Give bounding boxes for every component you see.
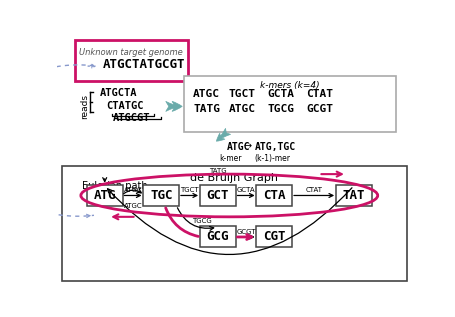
Text: TATG: TATG [208,168,226,174]
Text: GCTA: GCTA [267,89,293,99]
Text: GCT: GCT [206,189,228,202]
Text: ATGCTATGCGT: ATGCTATGCGT [103,58,185,71]
Text: ATG: ATG [93,189,116,202]
Text: ATGCTA: ATGCTA [100,88,137,98]
Text: de Bruijn Graph: de Bruijn Graph [189,173,277,183]
Text: ATGCGT: ATGCGT [112,113,150,123]
Text: GCGT: GCGT [305,104,333,114]
Text: ATG,TGC: ATG,TGC [254,142,295,152]
FancyBboxPatch shape [256,226,292,248]
Text: CTATGC: CTATGC [106,101,144,111]
Text: GCTA: GCTA [236,187,255,193]
Text: GCGT: GCGT [236,229,255,235]
Text: →: → [243,142,251,152]
Text: ATGC: ATGC [192,89,220,99]
FancyBboxPatch shape [199,226,235,248]
FancyBboxPatch shape [199,185,235,206]
Text: ATGC: ATGC [123,203,142,209]
FancyBboxPatch shape [335,185,371,206]
Text: TGCG: TGCG [267,104,293,114]
Text: TGCT: TGCT [228,89,255,99]
FancyBboxPatch shape [184,76,395,132]
Text: ATGC: ATGC [123,187,142,193]
Text: GCG: GCG [206,230,228,243]
Text: ATGC: ATGC [228,104,255,114]
FancyBboxPatch shape [143,185,179,206]
Text: TAT: TAT [342,189,364,202]
Text: (k-1)-mer: (k-1)-mer [254,154,290,164]
Text: Eulerian path: Eulerian path [81,181,147,191]
FancyBboxPatch shape [86,185,122,206]
Text: CTAT: CTAT [305,89,333,99]
Text: reads: reads [80,94,89,119]
Text: TGCG: TGCG [192,218,211,224]
Text: TATG: TATG [192,104,220,114]
Text: TGC: TGC [150,189,172,202]
Text: k-mers (k=4): k-mers (k=4) [260,81,319,90]
FancyBboxPatch shape [256,185,292,206]
Text: k-mer: k-mer [219,154,242,164]
Text: CTA: CTA [263,189,285,202]
Text: ATGC: ATGC [226,142,250,152]
Text: CGT: CGT [263,230,285,243]
FancyBboxPatch shape [62,166,406,281]
FancyBboxPatch shape [75,41,187,81]
Text: TGCT: TGCT [180,187,198,193]
Text: Unknown target genome: Unknown target genome [79,48,183,57]
Text: CTAT: CTAT [305,187,322,193]
